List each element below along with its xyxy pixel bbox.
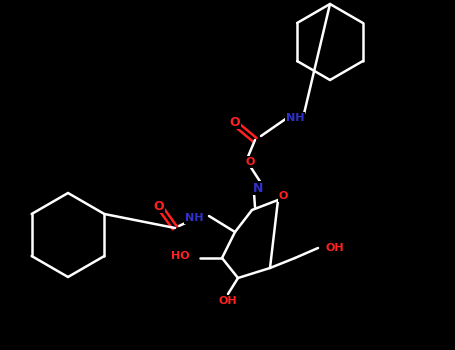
Text: O: O — [245, 157, 255, 167]
Text: NH: NH — [286, 113, 304, 123]
Text: NH: NH — [184, 213, 203, 223]
Text: N: N — [253, 182, 263, 195]
Text: HO: HO — [172, 251, 190, 261]
Text: OH: OH — [325, 243, 344, 253]
Text: O: O — [278, 191, 288, 201]
Text: O: O — [230, 116, 240, 128]
Text: OH: OH — [219, 296, 238, 306]
Text: O: O — [154, 199, 164, 212]
